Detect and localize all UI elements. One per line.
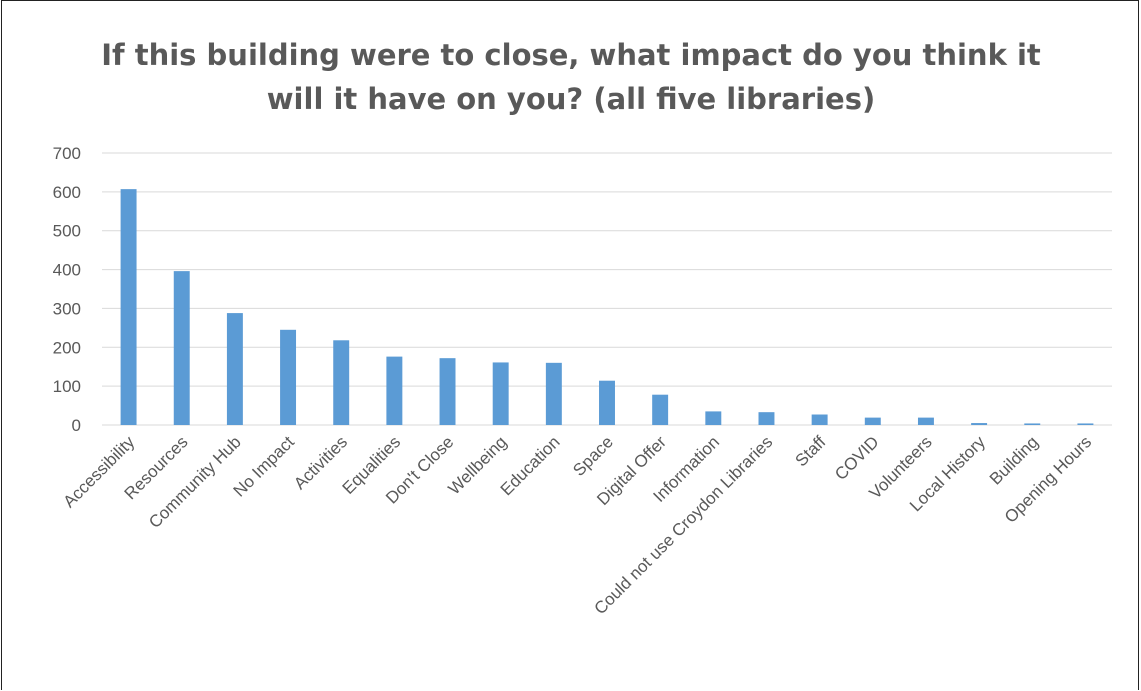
x-tick-label: Accessibility [59, 432, 138, 511]
y-tick-label: 100 [53, 377, 81, 396]
bars [120, 189, 1094, 425]
chart-title-line-2: will it have on you? (all five libraries… [266, 82, 876, 116]
y-tick-label: 600 [53, 183, 81, 202]
bar-wellbeing [492, 362, 509, 425]
bar-accessibility [120, 189, 137, 425]
bar-could-not-use-croydon-libraries [758, 412, 775, 425]
bar-equalities [386, 356, 403, 425]
x-tick-label: Space [569, 432, 617, 480]
bar-space [599, 380, 615, 425]
bar-no-impact [280, 329, 297, 425]
bar-opening-hours [1077, 423, 1094, 425]
y-tick-label: 500 [53, 222, 81, 241]
bar-digital-offer [652, 394, 669, 425]
y-tick-label: 400 [53, 261, 81, 280]
chart-title-line-1: If this building were to close, what imp… [101, 38, 1041, 72]
y-tick-label: 700 [53, 144, 81, 163]
bar-resources [173, 271, 190, 425]
y-tick-label: 0 [72, 416, 81, 435]
bar-information [705, 411, 722, 425]
x-tick-label: Staff [792, 432, 830, 470]
x-tick-label: COVID [831, 432, 883, 484]
chart-title: If this building were to close, what imp… [2, 33, 1140, 121]
gridlines [102, 152, 1112, 426]
y-tick-label: 200 [53, 338, 81, 357]
bar-activities [333, 340, 350, 425]
bar-building [1024, 423, 1041, 425]
bar-education [545, 362, 562, 425]
y-axis-ticks: 0 100 200 300 400 500 600 700 [53, 144, 81, 435]
bar-staff [811, 414, 828, 425]
bar-community-hub [226, 313, 243, 425]
x-tick-label: Community Hub [145, 432, 245, 532]
bar-local-history [971, 423, 988, 425]
y-tick-label: 300 [53, 299, 81, 318]
bar-volunteers [917, 417, 934, 425]
bar-don-t-close [439, 358, 456, 425]
bar-covid [864, 417, 881, 425]
